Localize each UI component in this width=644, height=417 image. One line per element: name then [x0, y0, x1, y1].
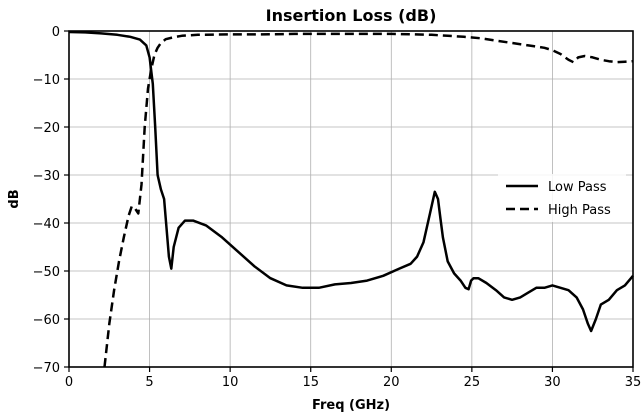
x-tick-label: 15	[302, 375, 319, 390]
grid-lines	[68, 30, 634, 368]
legend: Low Pass High Pass	[498, 174, 626, 222]
plot-area	[68, 30, 634, 368]
y-tick-label: −20	[33, 121, 60, 136]
y-tick-label: −10	[33, 73, 60, 88]
y-tick-label: −60	[33, 313, 60, 328]
y-axis-label: dB	[7, 189, 22, 208]
legend-label-low-pass: Low Pass	[548, 180, 607, 195]
x-tick-label: 25	[464, 375, 481, 390]
series-line-low-pass	[68, 30, 634, 333]
x-axis-label: Freq (GHz)	[312, 398, 390, 413]
plot-frame	[68, 30, 634, 368]
chart-title: Insertion Loss (dB)	[266, 6, 437, 25]
x-axis-ticks: 0 5 10 15 20 25 30 35	[65, 367, 641, 390]
x-tick-label: 10	[222, 375, 239, 390]
x-tick-label: 35	[625, 375, 642, 390]
x-tick-label: 20	[383, 375, 400, 390]
y-tick-label: −70	[33, 361, 60, 376]
y-tick-label: −40	[33, 217, 60, 232]
x-tick-label: 30	[544, 375, 561, 390]
series-line-high-pass	[103, 32, 634, 368]
x-tick-label: 5	[145, 375, 153, 390]
y-tick-label: −30	[33, 169, 60, 184]
y-tick-label: −50	[33, 265, 60, 280]
legend-label-high-pass: High Pass	[548, 203, 611, 218]
legend-background	[498, 174, 626, 222]
y-tick-label: 0	[52, 25, 60, 40]
y-axis-ticks: 0 −10 −20 −30 −40 −50 −60 −70	[33, 25, 69, 376]
x-tick-label: 0	[65, 375, 73, 390]
